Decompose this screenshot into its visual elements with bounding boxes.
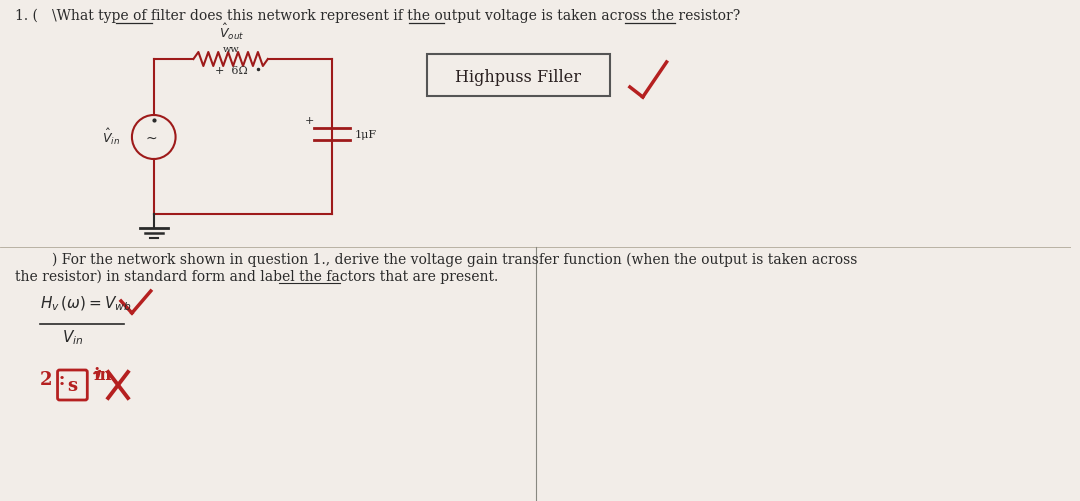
Text: ~: ~ <box>146 132 158 146</box>
Text: 1μF: 1μF <box>355 130 377 140</box>
FancyBboxPatch shape <box>57 370 87 400</box>
Text: 2 :: 2 : <box>40 370 65 388</box>
Text: Highpuss Filler: Highpuss Filler <box>456 69 581 86</box>
Text: $V_{in}$: $V_{in}$ <box>62 327 83 346</box>
Text: 1. (: 1. ( <box>15 9 38 23</box>
Text: $H_v\,(\omega)= V_{wb}$: $H_v\,(\omega)= V_{wb}$ <box>40 294 131 312</box>
Text: +  6Ω: + 6Ω <box>215 66 247 76</box>
Text: in: in <box>93 366 111 383</box>
Text: ) For the network shown in question 1., derive the voltage gain transfer functio: ) For the network shown in question 1., … <box>52 252 856 267</box>
Text: $\hat{V}_{out}$: $\hat{V}_{out}$ <box>219 22 244 42</box>
Text: \What type of filter does this network represent if the output voltage is taken : \What type of filter does this network r… <box>52 9 740 23</box>
Text: $\hat{V}_{in}$: $\hat{V}_{in}$ <box>103 127 120 147</box>
Text: the resistor) in standard form and label the factors that are present.: the resistor) in standard form and label… <box>15 269 498 284</box>
Text: s: s <box>67 376 78 394</box>
Text: ww: ww <box>222 45 240 54</box>
Text: +: + <box>305 116 314 126</box>
FancyBboxPatch shape <box>427 55 610 97</box>
